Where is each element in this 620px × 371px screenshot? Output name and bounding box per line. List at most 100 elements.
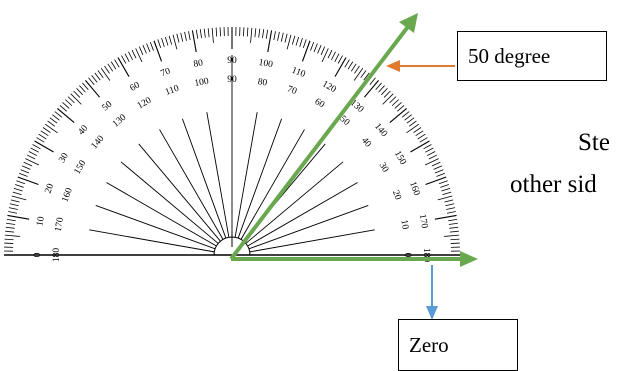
- scale-tick: [142, 44, 147, 54]
- scale-tick: [401, 111, 410, 118]
- scale-tick: [360, 70, 367, 79]
- scale-tick: [431, 161, 441, 167]
- scale-number: 80: [257, 77, 268, 89]
- scale-tick: [38, 133, 47, 140]
- scale-number: 30: [57, 151, 71, 164]
- scale-tick: [317, 44, 322, 54]
- scale-tick: [5, 226, 15, 229]
- scale-tick: [121, 55, 127, 64]
- scale-number: 20: [390, 189, 403, 202]
- angle-ray-arrowhead: [399, 13, 418, 33]
- scale-number: 110: [290, 66, 307, 80]
- scale-tick: [363, 79, 379, 98]
- scale-tick: [434, 169, 444, 174]
- scale-tick: [449, 226, 459, 229]
- scale-tick: [104, 65, 110, 74]
- scale-number: 120: [136, 96, 154, 112]
- scale-tick: [23, 161, 33, 167]
- spoke-line: [95, 204, 216, 250]
- scale-tick: [207, 28, 210, 38]
- scale-tick: [442, 191, 452, 196]
- scale-tick: [17, 176, 39, 186]
- scale-tick: [161, 38, 165, 47]
- scale-tick: [117, 57, 130, 77]
- scale-tick: [45, 123, 58, 134]
- scale-tick: [413, 127, 422, 133]
- scale-tick: [76, 87, 83, 96]
- scale-tick: [284, 33, 288, 43]
- scale-tick: [267, 30, 273, 53]
- protractor-ticks: [4, 27, 460, 256]
- zero-callout-label: Zero: [409, 332, 449, 357]
- scale-number: 170: [417, 213, 429, 229]
- scale-tick: [277, 31, 280, 41]
- scale-number: 40: [359, 136, 373, 150]
- scale-number: 140: [372, 122, 389, 140]
- spoke-line: [245, 161, 344, 244]
- scale-tick: [21, 165, 31, 170]
- scale-tick: [424, 158, 439, 166]
- scale-tick: [62, 102, 70, 109]
- spoke-line: [234, 112, 258, 238]
- scale-tick: [310, 42, 315, 51]
- scale-tick: [146, 43, 151, 53]
- spoke-line: [248, 204, 369, 250]
- spoke-line: [159, 129, 224, 240]
- scale-tick: [246, 27, 249, 37]
- scale-tick: [347, 61, 354, 70]
- scale-number: 10: [35, 216, 47, 227]
- scale-tick: [334, 53, 340, 62]
- scale-tick: [30, 147, 39, 153]
- scale-tick: [172, 34, 178, 50]
- scale-tick: [449, 230, 459, 233]
- scale-number: 80: [193, 58, 204, 70]
- scale-tick: [425, 147, 434, 153]
- scale-tick: [434, 214, 457, 220]
- scale-tick: [11, 195, 27, 201]
- scale-number: 160: [407, 180, 421, 197]
- scale-tick: [184, 31, 187, 41]
- scale-tick: [9, 203, 19, 207]
- scale-tick: [321, 48, 329, 63]
- spoke-line: [206, 112, 230, 238]
- scale-number: 20: [44, 182, 57, 195]
- scale-tick: [331, 51, 336, 61]
- scale-tick: [36, 137, 45, 143]
- scale-tick: [446, 207, 456, 210]
- angle-callout-box: 50 degree: [457, 31, 607, 81]
- spoke-line: [249, 229, 375, 253]
- scale-tick: [406, 123, 419, 134]
- scale-number: 50: [101, 99, 115, 113]
- scale-tick: [107, 63, 114, 72]
- scale-tick: [313, 43, 318, 53]
- zero-callout-box: Zero: [398, 319, 518, 371]
- scale-tick: [199, 29, 202, 39]
- spoke-line: [247, 182, 358, 247]
- scale-number: 150: [73, 159, 89, 177]
- scale-tick: [149, 42, 154, 51]
- scale-tick: [337, 55, 343, 64]
- scale-tick: [423, 144, 432, 150]
- scale-tick: [258, 28, 261, 38]
- scale-tick: [70, 93, 82, 105]
- scale-number: 30: [377, 161, 391, 174]
- protractor-spokes: [89, 55, 375, 253]
- scale-tick: [299, 38, 303, 47]
- scale-tick: [382, 93, 394, 105]
- scale-tick: [12, 191, 22, 196]
- scale-number: 150: [392, 149, 408, 167]
- scale-tick: [64, 99, 73, 106]
- scale-tick: [450, 238, 460, 241]
- scale-number: 120: [320, 79, 338, 95]
- scale-tick: [6, 222, 16, 225]
- scale-tick: [131, 49, 137, 59]
- scale-tick: [406, 117, 415, 124]
- scale-tick: [350, 63, 357, 72]
- scale-tick: [302, 39, 307, 49]
- scale-tick: [344, 59, 350, 68]
- scale-tick: [389, 108, 408, 124]
- scale-tick: [94, 72, 101, 81]
- scale-tick: [444, 234, 460, 237]
- scale-tick: [381, 87, 388, 96]
- scale-tick: [436, 172, 445, 177]
